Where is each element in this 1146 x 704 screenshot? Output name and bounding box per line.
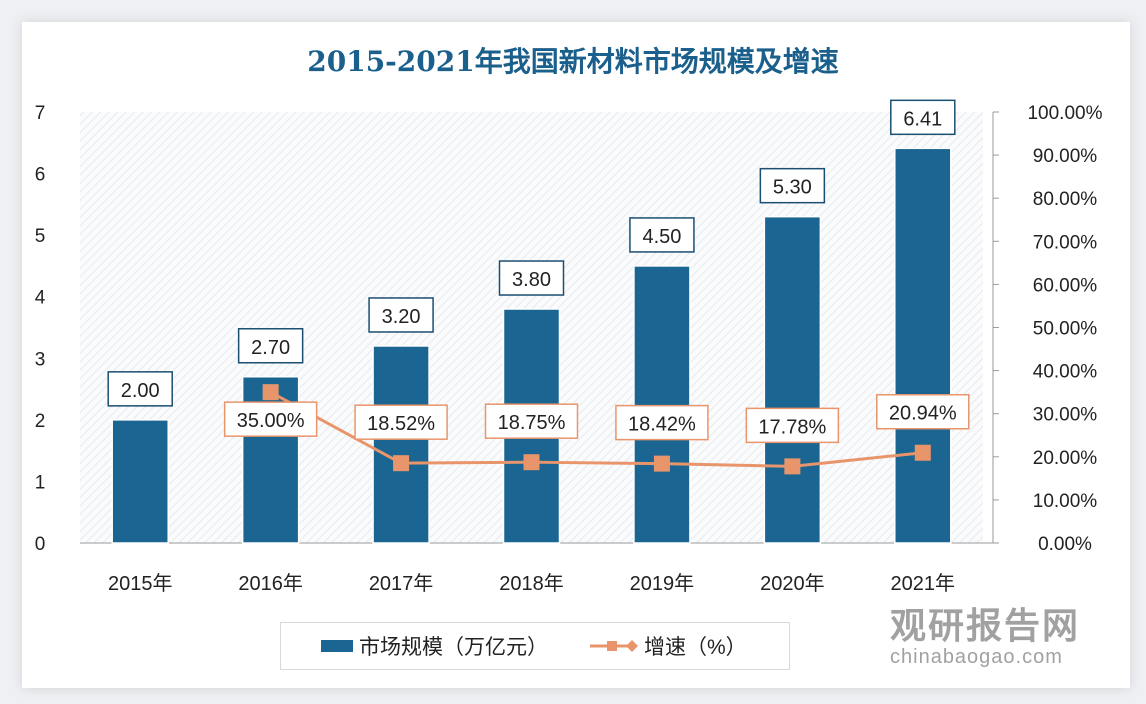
growth-marker bbox=[784, 458, 801, 475]
legend-item-bar: 市场规模（万亿元） bbox=[321, 631, 548, 661]
x-tick-label: 2021年 bbox=[891, 572, 956, 595]
x-tick-label: 2020年 bbox=[760, 572, 825, 595]
x-tick-label: 2017年 bbox=[369, 572, 434, 595]
bar bbox=[372, 345, 430, 544]
bar-label-box bbox=[629, 217, 695, 253]
left-tick-label: 6 bbox=[35, 165, 46, 186]
bar-data-label: 4.50 bbox=[642, 226, 681, 248]
growth-data-label: 35.00% bbox=[237, 410, 305, 432]
right-tick-label: 60.00% bbox=[1033, 275, 1098, 296]
growth-label-box bbox=[615, 404, 709, 441]
x-tick-label: 2016年 bbox=[238, 572, 303, 595]
left-tick-label: 0 bbox=[35, 534, 46, 555]
growth-marker bbox=[262, 384, 279, 401]
growth-data-label: 20.94% bbox=[889, 403, 957, 425]
bar-label-box bbox=[759, 167, 826, 204]
watermark-logo: 观研报告网 chinabaogao.com bbox=[860, 606, 1080, 668]
bar-data-label: 6.41 bbox=[903, 108, 942, 130]
right-tick-label: 10.00% bbox=[1033, 491, 1098, 512]
growth-label-box bbox=[484, 403, 579, 439]
bar bbox=[763, 215, 822, 544]
right-tick-label: 0.00% bbox=[1038, 534, 1092, 555]
growth-marker bbox=[393, 455, 410, 472]
left-tick-label: 2 bbox=[35, 411, 46, 432]
growth-line bbox=[269, 390, 923, 468]
right-tick-label: 100.00% bbox=[1027, 103, 1102, 124]
bar-label-box bbox=[498, 260, 565, 296]
right-tick-label: 30.00% bbox=[1033, 405, 1098, 426]
right-tick-label: 80.00% bbox=[1033, 189, 1098, 210]
legend-swatch-bar bbox=[321, 640, 353, 652]
growth-data-label: 18.52% bbox=[367, 413, 435, 435]
growth-label-box bbox=[745, 407, 840, 444]
growth-marker bbox=[523, 454, 540, 471]
bar-label-box bbox=[237, 328, 304, 364]
chart-title: 2015-2021年我国新材料市场规模及增速 bbox=[307, 45, 839, 78]
right-tick-label: 90.00% bbox=[1033, 146, 1098, 167]
left-tick-label: 4 bbox=[35, 288, 46, 309]
legend-item-line: 增速（%） bbox=[588, 631, 747, 661]
right-tick-label: 20.00% bbox=[1033, 448, 1098, 469]
growth-data-label: 17.78% bbox=[758, 416, 826, 438]
bar-data-label: 2.00 bbox=[121, 380, 160, 402]
growth-data-label: 18.75% bbox=[498, 412, 566, 434]
bar-data-label: 5.30 bbox=[773, 177, 812, 199]
growth-data-label: 18.42% bbox=[628, 414, 696, 436]
bar-data-label: 2.70 bbox=[251, 337, 290, 359]
bar bbox=[111, 419, 169, 544]
bar-data-label: 3.20 bbox=[382, 306, 421, 328]
bar bbox=[633, 265, 691, 544]
legend: 市场规模（万亿元） 增速（%） bbox=[280, 622, 790, 670]
left-tick-label: 7 bbox=[35, 103, 46, 124]
left-tick-label: 1 bbox=[35, 472, 46, 493]
growth-marker bbox=[914, 444, 931, 461]
left-tick-label: 5 bbox=[35, 226, 46, 247]
bar-label-box bbox=[107, 371, 173, 407]
growth-label-box bbox=[223, 401, 318, 437]
right-tick-label: 50.00% bbox=[1033, 319, 1098, 340]
x-tick-label: 2019年 bbox=[630, 572, 695, 595]
right-tick-label: 70.00% bbox=[1033, 232, 1098, 253]
bar-label-box bbox=[890, 99, 956, 136]
x-tick-label: 2015年 bbox=[108, 572, 173, 595]
bar bbox=[894, 147, 952, 544]
legend-swatch-line bbox=[590, 640, 638, 652]
right-tick-label: 40.00% bbox=[1033, 362, 1098, 383]
growth-label-box bbox=[876, 393, 970, 430]
growth-label-box bbox=[354, 404, 448, 440]
bar-label-box bbox=[368, 297, 434, 333]
x-tick-label: 2018年 bbox=[499, 572, 564, 595]
left-tick-label: 3 bbox=[35, 349, 46, 370]
watermark-en: chinabaogao.com bbox=[890, 645, 1063, 668]
growth-marker bbox=[653, 455, 670, 472]
watermark-cn: 观研报告网 bbox=[890, 605, 1081, 646]
bar-data-label: 3.80 bbox=[512, 269, 551, 291]
